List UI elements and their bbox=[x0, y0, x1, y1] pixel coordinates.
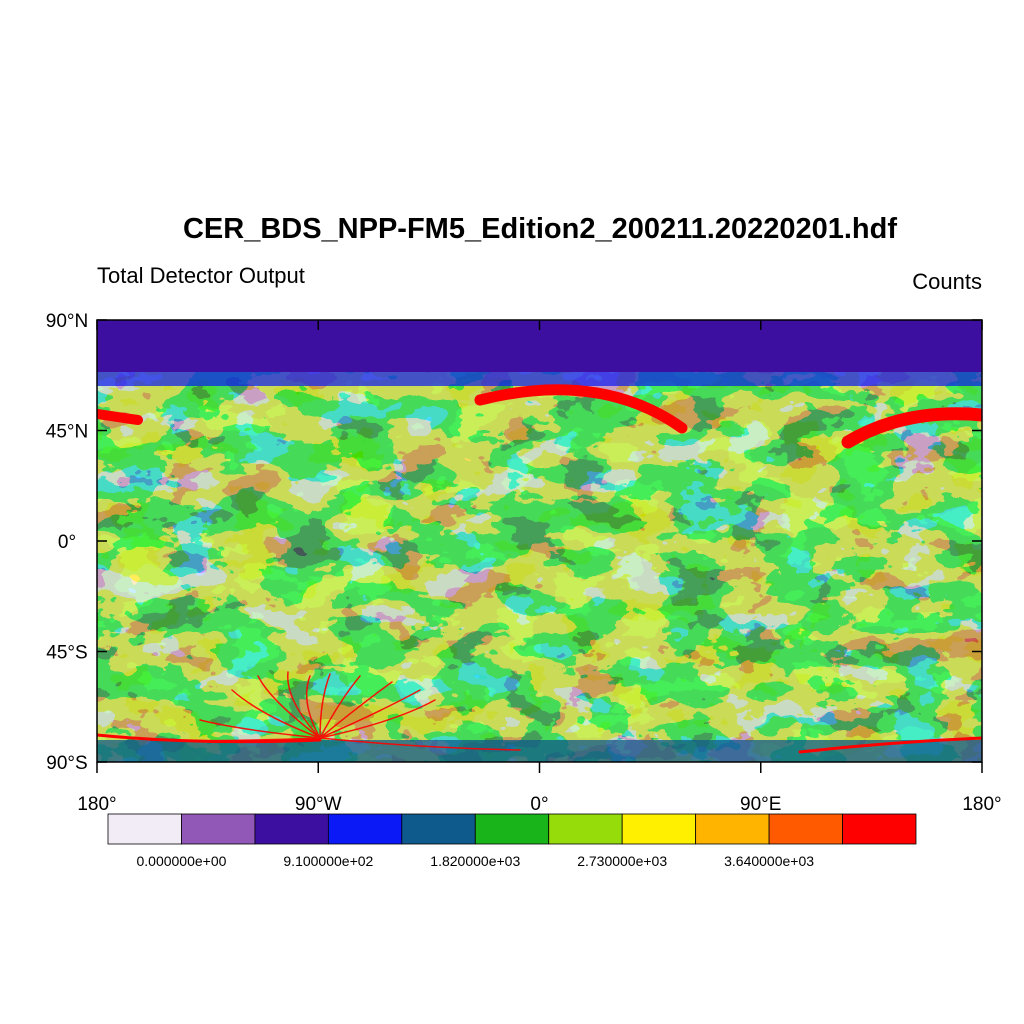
map-plot-area bbox=[97, 320, 982, 762]
colorbar-swatch bbox=[107, 813, 182, 845]
lat-tick-label: 90°S bbox=[46, 753, 87, 774]
colorbar-label: 2.730000e+03 bbox=[577, 853, 667, 869]
colorbar-swatch bbox=[621, 813, 697, 845]
colorbar-label: 0.000000e+00 bbox=[136, 853, 226, 869]
left-subtitle: Total Detector Output bbox=[97, 263, 305, 288]
colorbar-swatch bbox=[768, 813, 843, 845]
south-pole-fan bbox=[149, 671, 521, 751]
colorbar-swatch bbox=[181, 813, 256, 845]
colorbar-label: 9.100000e+02 bbox=[283, 853, 373, 869]
colorbar-swatch bbox=[474, 813, 550, 845]
longitude-axis: 180° 90°W 0° 90°E 180° bbox=[77, 320, 1002, 815]
high-count-swaths bbox=[97, 384, 982, 754]
lat-tick-label: 45°S bbox=[46, 643, 87, 664]
lon-tick-label: 0° bbox=[530, 794, 548, 815]
map-title: CER_BDS_NPP-FM5_Edition2_200211.20220201… bbox=[183, 213, 897, 245]
latitude-axis: 90°N 45°N 0° 45°S 90°S bbox=[46, 311, 982, 774]
lon-tick-label: 180° bbox=[962, 794, 1001, 815]
colorbar-swatch bbox=[327, 813, 403, 845]
colorbar-swatch bbox=[254, 813, 329, 845]
colorbar-swatch bbox=[842, 813, 917, 845]
lon-tick-label: 180° bbox=[77, 794, 116, 815]
colorbar-label: 1.820000e+03 bbox=[430, 853, 520, 869]
swath-arc-north-west bbox=[97, 409, 143, 425]
swath-south-west bbox=[97, 733, 322, 744]
lat-tick-label: 0° bbox=[58, 532, 76, 553]
colorbar-swatch bbox=[401, 813, 476, 845]
colorbar: 0.000000e+00 9.100000e+02 1.820000e+03 2.73… bbox=[107, 813, 917, 869]
right-subtitle: Counts bbox=[912, 269, 982, 294]
swath-arc-north-east bbox=[841, 407, 982, 449]
swath-south-east bbox=[798, 736, 982, 754]
polar-band-south bbox=[97, 740, 982, 762]
swath-arc-north-central bbox=[474, 384, 688, 434]
lat-tick-label: 90°N bbox=[46, 311, 88, 332]
lon-tick-label: 90°W bbox=[295, 794, 342, 815]
colorbar-swatch bbox=[695, 813, 770, 845]
colorbar-swatch bbox=[548, 813, 623, 845]
lat-tick-label: 45°N bbox=[46, 422, 88, 443]
polar-band-north-fringe bbox=[97, 372, 982, 386]
lon-tick-label: 90°E bbox=[740, 794, 781, 815]
colorbar-label: 3.640000e+03 bbox=[724, 853, 814, 869]
